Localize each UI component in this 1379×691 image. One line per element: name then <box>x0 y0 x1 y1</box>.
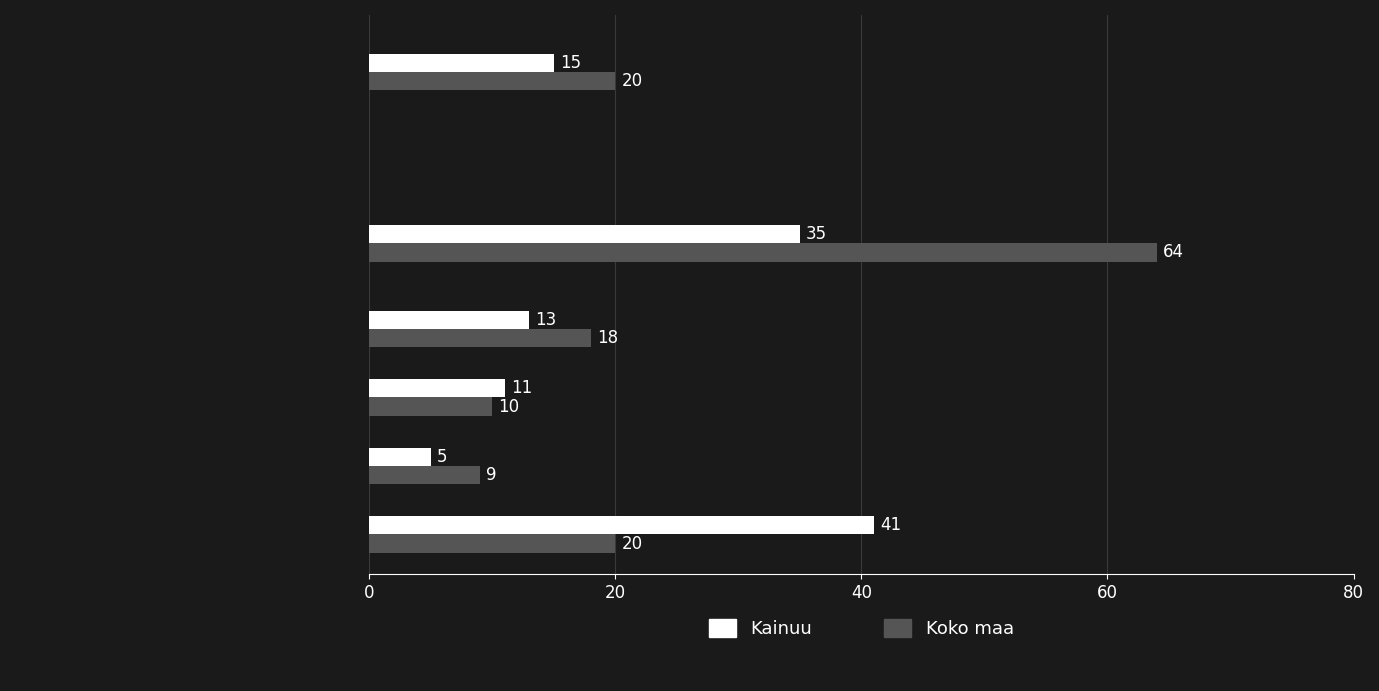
Text: 15: 15 <box>560 54 581 72</box>
Legend: Kainuu, Koko maa: Kainuu, Koko maa <box>709 618 1014 638</box>
Bar <box>370 397 492 416</box>
Bar <box>370 379 505 397</box>
Bar <box>370 516 874 534</box>
Text: 13: 13 <box>535 311 557 329</box>
Bar <box>370 54 554 72</box>
Text: 9: 9 <box>487 466 496 484</box>
Text: 11: 11 <box>510 379 532 397</box>
Bar <box>370 311 530 329</box>
Text: 41: 41 <box>880 516 900 534</box>
Bar <box>370 329 590 347</box>
Bar <box>370 534 615 553</box>
Text: 5: 5 <box>437 448 447 466</box>
Bar <box>370 243 1157 262</box>
Text: 64: 64 <box>1162 243 1183 261</box>
Bar <box>370 466 480 484</box>
Text: 20: 20 <box>622 535 643 553</box>
Text: 35: 35 <box>805 225 827 243</box>
Bar <box>370 448 430 466</box>
Text: 20: 20 <box>622 73 643 91</box>
Bar <box>370 72 615 91</box>
Text: 18: 18 <box>597 329 618 347</box>
Bar <box>370 225 800 243</box>
Text: 10: 10 <box>498 397 520 415</box>
